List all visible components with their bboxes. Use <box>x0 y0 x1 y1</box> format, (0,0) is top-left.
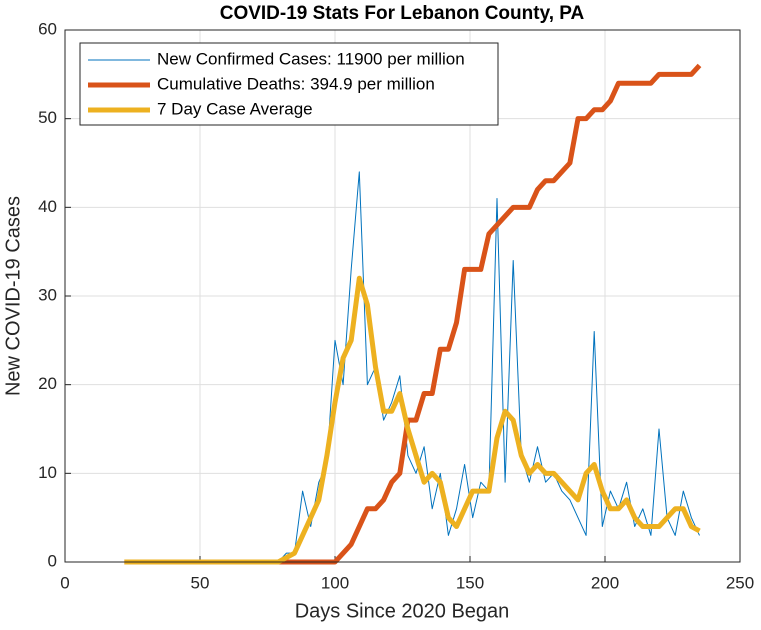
x-axis-label: Days Since 2020 Began <box>295 600 510 622</box>
series-line <box>124 63 702 565</box>
legend-label: Cumulative Deaths: 394.9 per million <box>157 74 435 93</box>
legend-label: 7 Day Case Average <box>157 99 313 118</box>
y-tick-label: 0 <box>48 551 57 570</box>
x-tick-label: 0 <box>60 573 69 592</box>
plot-frame <box>64 29 741 563</box>
y-tick-label: 50 <box>38 108 57 127</box>
series-line <box>124 171 700 563</box>
y-tick-label: 40 <box>38 197 57 216</box>
x-tick-label: 100 <box>321 573 349 592</box>
y-tick-label: 60 <box>38 19 57 38</box>
legend-label: New Confirmed Cases: 11900 per million <box>157 49 465 68</box>
x-tick-label: 150 <box>456 573 484 592</box>
y-tick-label: 20 <box>38 374 57 393</box>
x-tick-label: 250 <box>726 573 754 592</box>
legend: New Confirmed Cases: 11900 per million Cu… <box>79 42 499 126</box>
y-tick-label: 30 <box>38 285 57 304</box>
y-axis-label: New COVID-19 Cases <box>2 196 24 396</box>
x-tick-label: 200 <box>591 573 619 592</box>
x-tick-label: 50 <box>191 573 210 592</box>
y-tick-label: 10 <box>38 463 57 482</box>
chart-title: COVID-19 Stats For Lebanon County, PA <box>220 3 585 24</box>
